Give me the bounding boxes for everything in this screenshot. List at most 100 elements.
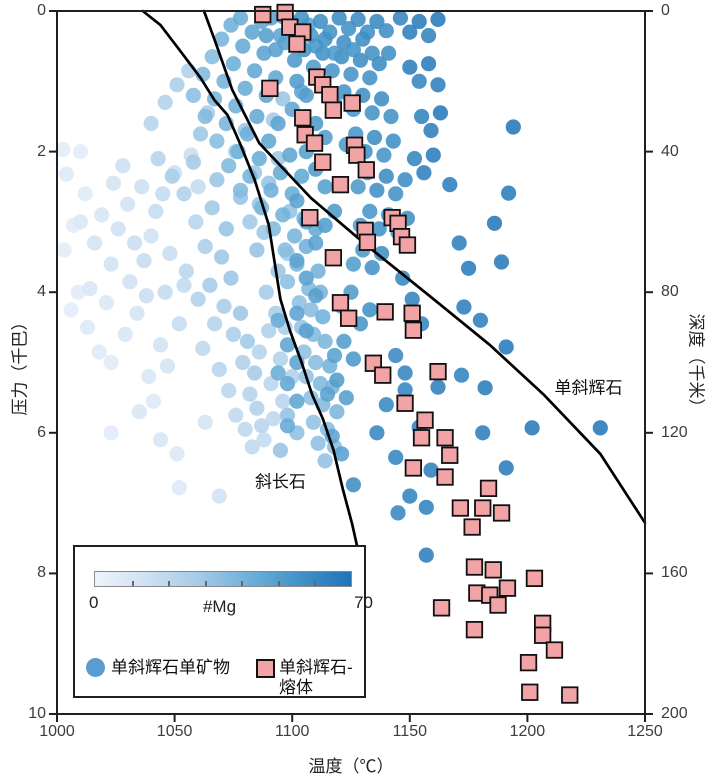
cpx-data-point [592, 420, 608, 436]
cpx-melt-data-point [484, 561, 502, 579]
cpx-data-point [136, 253, 152, 269]
cpx-data-point [152, 337, 169, 353]
cpx-melt-data-point [357, 161, 375, 179]
cpx-data-point [176, 277, 192, 293]
curve-label-clinopyroxene: 单斜辉石 [554, 378, 623, 398]
colorbar-title: #Mg [202, 597, 237, 616]
cpx-data-point [404, 291, 420, 307]
cpx-data-point [317, 333, 333, 349]
cpx-melt-data-point [463, 518, 481, 536]
colorbar-min-label: 0 [89, 593, 99, 612]
cpx-data-point [249, 242, 265, 258]
cpx-data-point [305, 414, 321, 430]
plot-frame [56, 10, 646, 715]
legend-marker-cpx-melt-square [256, 659, 275, 678]
cpx-data-point [209, 133, 225, 149]
cpx-melt-data-point [324, 101, 343, 119]
cpx-data-point [369, 425, 385, 441]
cpx-data-point [256, 45, 272, 61]
cpx-melt-data-point [358, 233, 377, 251]
cpx-data-point [505, 119, 521, 135]
cpx-data-point [275, 207, 291, 223]
y-right-tick-label: 120 [661, 423, 688, 441]
cpx-data-point [98, 295, 114, 311]
cpx-data-point [343, 66, 359, 82]
cpx-melt-data-point [324, 249, 343, 267]
cpx-data-point [345, 256, 361, 272]
cpx-data-point [232, 182, 249, 198]
cpx-data-point [345, 477, 361, 493]
cpx-melt-data-point [288, 35, 306, 53]
cpx-data-point [247, 365, 263, 381]
cpx-melt-data-point [429, 362, 447, 381]
y-left-tick-label: 0 [37, 2, 46, 19]
cpx-data-point [110, 221, 126, 237]
cpx-data-point [477, 380, 493, 396]
cpx-data-point [390, 505, 406, 521]
cpx-data-point [141, 369, 157, 385]
cpx-data-point [157, 94, 173, 110]
cpx-data-point [82, 281, 98, 297]
cpx-data-point [256, 432, 272, 448]
cpx-melt-data-point [348, 146, 366, 164]
cpx-data-point [176, 186, 192, 202]
cpx-data-point [261, 323, 277, 339]
cpx-data-point [143, 228, 159, 244]
x-tick-label: 1200 [509, 723, 546, 740]
cpx-data-point [345, 42, 361, 58]
cpx-melt-data-point [261, 79, 279, 97]
cpx-data-point [317, 179, 333, 195]
cpx-data-point [402, 59, 418, 75]
cpx-data-point [298, 323, 314, 339]
cpx-melt-data-point [398, 236, 417, 254]
cpx-data-point [402, 24, 418, 40]
cpx-data-point [378, 23, 394, 39]
cpx-melt-data-point [545, 641, 564, 659]
cpx-data-point [329, 404, 345, 420]
cpx-melt-data-point [376, 303, 394, 321]
y-left-tick-label: 8 [37, 564, 46, 582]
cpx-data-point [272, 442, 288, 458]
cpx-data-point [317, 453, 333, 469]
cpx-data-point [225, 326, 241, 342]
y-left-tick-label: 4 [37, 283, 46, 301]
cpx-data-point [207, 316, 223, 332]
cpx-data-point [72, 144, 89, 160]
cpx-data-point [214, 31, 230, 47]
cpx-melt-data-point [451, 499, 470, 517]
cpx-data-point [195, 340, 211, 356]
cpx-data-point [411, 73, 427, 89]
cpx-data-point [486, 215, 503, 231]
cpx-data-point [55, 141, 71, 158]
cpx-data-point [105, 175, 121, 191]
cpx-data-point [475, 425, 491, 441]
colorbar-tick [131, 581, 134, 586]
cpx-data-point [56, 242, 72, 258]
cpx-data-point [378, 397, 394, 413]
cpx-data-point [169, 77, 185, 93]
cpx-data-point [197, 238, 213, 255]
x-tick-label: 1100 [274, 723, 310, 740]
cpx-data-point [310, 435, 326, 451]
cpx-melt-data-point [314, 153, 332, 171]
cpx-data-point [185, 87, 201, 103]
cpx-data-point [251, 344, 267, 360]
colorbar-tick [314, 581, 317, 586]
cpx-data-point [221, 383, 237, 399]
cpx-data-point [131, 404, 147, 420]
cpx-data-point [336, 333, 352, 349]
cpx-data-point [164, 168, 180, 184]
cpx-data-point [91, 344, 107, 360]
y-right-tick-label: 0 [661, 2, 670, 19]
cpx-data-point [157, 284, 173, 300]
mg-colorbar [94, 571, 352, 587]
cpx-data-point [423, 122, 439, 139]
cpx-melt-data-point [474, 499, 492, 517]
cpx-data-point [77, 186, 93, 202]
cpx-data-point [254, 418, 270, 434]
cpx-data-point [287, 228, 303, 244]
cpx-melt-data-point [479, 479, 498, 498]
cpx-data-point [355, 31, 371, 47]
cpx-data-point [232, 305, 249, 321]
